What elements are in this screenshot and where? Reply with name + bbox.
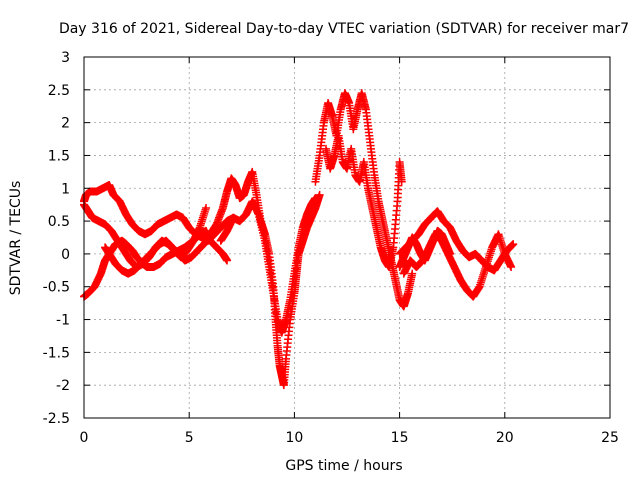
y-axis-label: SDTVAR / TECUs: [8, 181, 24, 296]
x-tick-label: 0: [80, 430, 89, 446]
series-track-5: [206, 167, 324, 390]
y-tick-label: 2: [61, 116, 70, 132]
x-tick-label: 25: [601, 430, 619, 446]
y-tick-label: 0: [61, 247, 70, 263]
x-tick-label: 5: [185, 430, 194, 446]
data-point: [311, 194, 320, 203]
axis-ticks: [83, 56, 611, 419]
y-tick-label: -1: [56, 313, 70, 329]
chart-title: Day 316 of 2021, Sidereal Day-to-day VTE…: [59, 21, 629, 37]
y-tick-label: 3: [61, 50, 70, 66]
x-tick-labels: 0 5 10 15 20 25: [80, 430, 619, 446]
data-point: [509, 240, 518, 249]
y-tick-label: 0.5: [48, 214, 70, 230]
series-track-2: [80, 180, 238, 245]
series-track-11: [395, 226, 455, 272]
series-track-8: [321, 131, 406, 272]
x-tick-label: 15: [391, 430, 409, 446]
data-point: [202, 203, 211, 212]
data-point: [446, 249, 455, 258]
grid-lines: [84, 57, 610, 418]
y-tick-label: 1.5: [48, 148, 70, 164]
x-tick-label: 10: [285, 430, 303, 446]
x-axis-label: GPS time / hours: [285, 458, 402, 474]
y-tick-label: -2: [56, 378, 70, 394]
series-track-6: [216, 194, 320, 337]
data-point: [507, 263, 516, 272]
data-point: [397, 177, 406, 186]
x-tick-label: 20: [496, 430, 514, 446]
series-track-4: [101, 233, 215, 278]
y-tick-label: -2.5: [43, 411, 70, 427]
y-tick-label: 2.5: [48, 83, 70, 99]
y-tick-label: 1: [61, 181, 70, 197]
y-tick-label: -0.5: [43, 280, 70, 296]
data-point: [408, 269, 417, 278]
series-track-7: [311, 89, 417, 311]
data-point: [315, 190, 324, 199]
data-point: [223, 256, 232, 265]
y-tick-label: -1.5: [43, 345, 70, 361]
plot-frame: [83, 56, 611, 419]
y-tick-labels: -2.5 -2 -1.5 -1 -0.5 0 0.5 1 1.5 2 2.5 3: [43, 50, 70, 427]
data-points: [80, 89, 518, 390]
